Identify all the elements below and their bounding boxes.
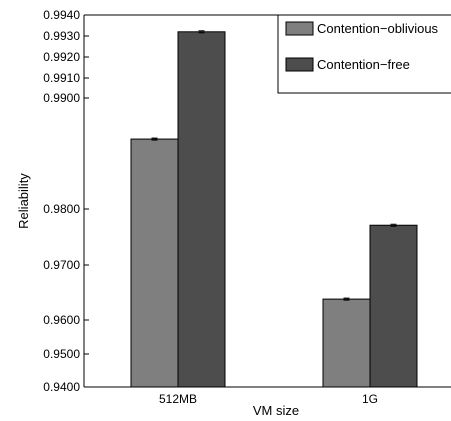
bars-layer — [130, 30, 418, 388]
y-tick-label: 0.9400 — [43, 380, 80, 394]
y-tick-label: 0.9800 — [43, 202, 80, 216]
y-tick-label: 0.9900 — [43, 91, 80, 105]
y-tick-label: 0.9500 — [43, 347, 80, 361]
bar-512mb-series-1 — [130, 138, 179, 388]
x-tick-label: 512MB — [159, 392, 197, 406]
y-tick-label: 0.9910 — [43, 71, 80, 85]
y-tick-label: 0.9920 — [43, 50, 80, 64]
bar-1g-series-2 — [369, 224, 418, 388]
x-ticks: 512MB 1G — [159, 382, 378, 406]
y-axis-label: Reliability — [16, 173, 31, 229]
y-tick-label: 0.9600 — [43, 313, 80, 327]
bar-1g-series-1 — [322, 298, 371, 388]
y-tick-label: 0.9700 — [43, 258, 80, 272]
y-ticks: 0.9400 0.9500 0.9600 0.9700 0.9800 0.9900 0.99… — [43, 8, 89, 394]
x-axis-label: VM size — [253, 403, 299, 418]
legend-label-contention-oblivious: Contention−oblivious — [317, 21, 439, 36]
legend-label-contention-free: Contention−free — [317, 57, 410, 72]
bar-512mb-series-2 — [177, 31, 226, 388]
y-tick-label: 0.9930 — [43, 29, 80, 43]
y-tick-label: 0.9940 — [43, 8, 80, 22]
legend-swatch-contention-free — [285, 57, 314, 72]
legend: Contention−oblivious Contention−free — [277, 14, 451, 94]
legend-swatch-contention-oblivious — [285, 21, 314, 36]
x-tick-label: 1G — [362, 392, 378, 406]
